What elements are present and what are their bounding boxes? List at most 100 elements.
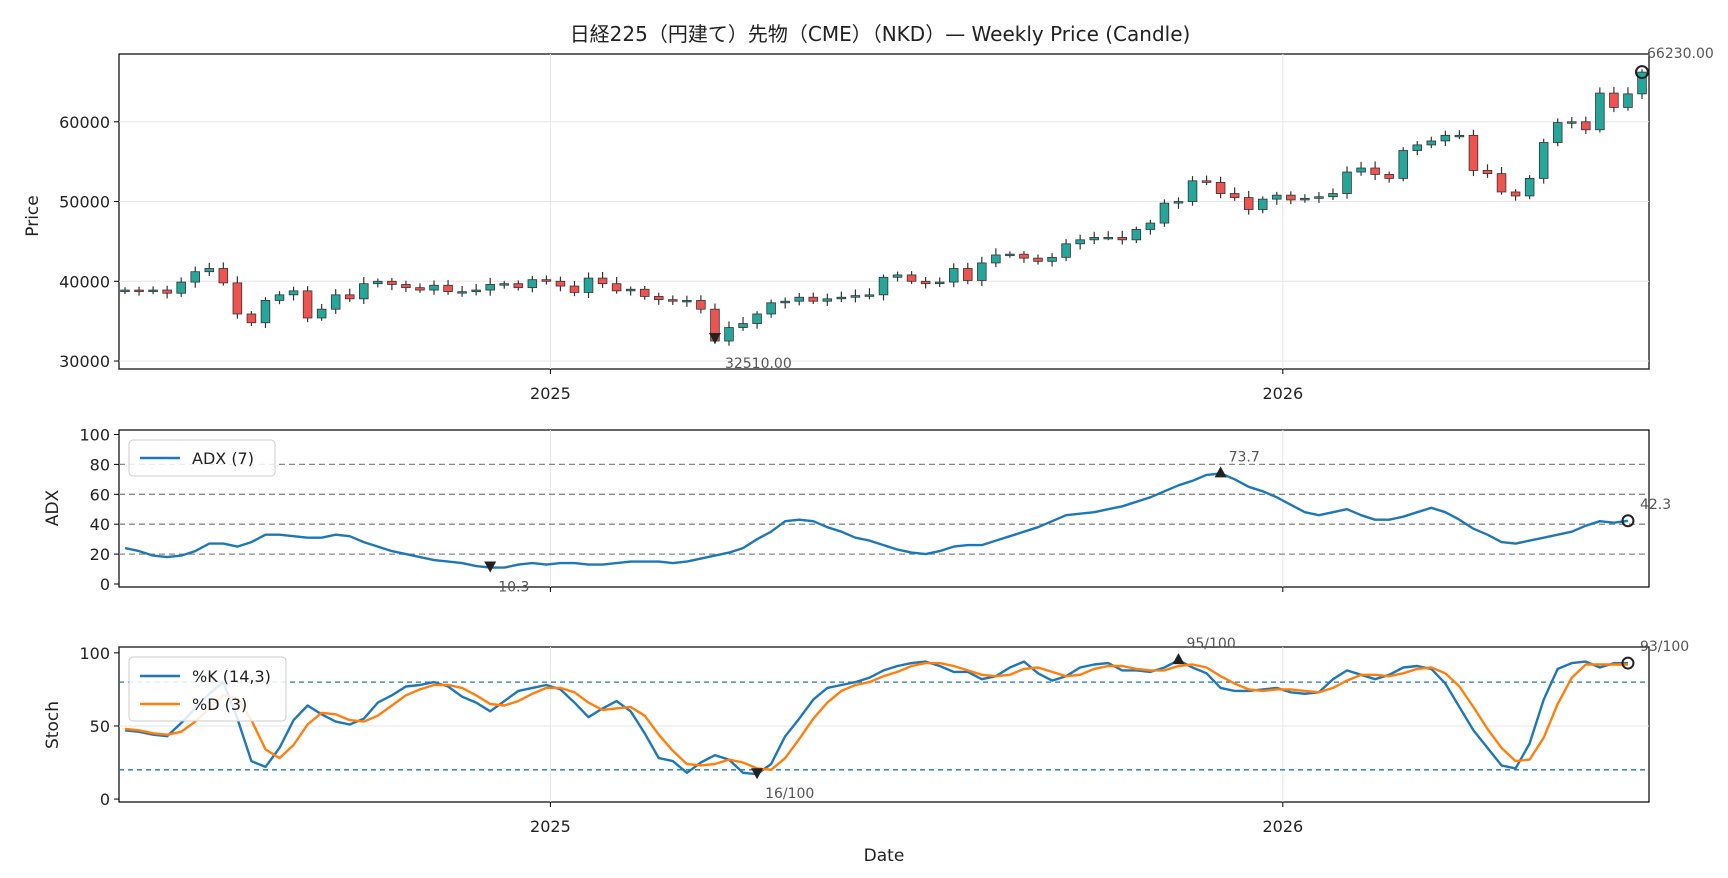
- price-gridlines: [119, 54, 1649, 374]
- price-ytick-60000: 60000: [59, 113, 110, 132]
- price-plot-frame: [118, 53, 1650, 370]
- candle-body: [752, 313, 762, 324]
- adx-max-marker: [1214, 466, 1227, 478]
- candle-body: [836, 296, 847, 300]
- candle-body: [148, 289, 158, 292]
- candle-body: [724, 327, 734, 342]
- adx-last-marker: [1621, 514, 1635, 528]
- candle-body: [1089, 237, 1099, 241]
- candle-body: [359, 283, 369, 300]
- adx-annotations: 73.7 10.3 42.3: [484, 449, 1671, 596]
- stoch-legend: %K (14,3) %D (3): [128, 656, 287, 722]
- adx-ylabel: ADX: [43, 489, 63, 526]
- candle-body: [780, 300, 790, 304]
- stoch-min-marker: [751, 768, 764, 780]
- stoch-xtick-2025: 2025: [530, 817, 571, 836]
- price-ylabel: Price: [23, 195, 43, 236]
- candle-body: [471, 289, 481, 293]
- candle-body: [1061, 243, 1071, 258]
- candle-body: [1482, 170, 1493, 175]
- stoch-last-label: 93/100: [1640, 639, 1689, 655]
- candle-body: [1159, 202, 1170, 224]
- price-low-label: 32510.00: [725, 356, 792, 372]
- stoch-lines: [124, 659, 1628, 776]
- adx-tick-labels: 0 20 40 60 80 100: [79, 425, 119, 594]
- candle-body: [387, 280, 397, 285]
- price-xtick-2026: 2026: [1262, 384, 1303, 403]
- candle-body: [1595, 92, 1605, 131]
- candle-body: [429, 284, 439, 291]
- candle-body: [822, 298, 833, 302]
- stoch-ytick-50: 50: [90, 717, 110, 736]
- candle-body: [499, 283, 510, 286]
- stoch-ylabel: Stoch: [43, 701, 63, 749]
- candle-body: [1496, 173, 1507, 193]
- stoch-series-line-2: [124, 661, 1628, 771]
- candle-body: [190, 271, 200, 283]
- candle-body: [850, 295, 861, 298]
- adx-legend-box: [128, 439, 276, 477]
- price-ytick-40000: 40000: [59, 272, 110, 291]
- candle-body: [977, 262, 987, 281]
- stoch-xlabel: Date: [864, 846, 905, 866]
- candle-body: [1440, 134, 1451, 142]
- stoch-max-label: 95/100: [1186, 636, 1235, 652]
- candle-body: [766, 302, 776, 315]
- adx-ytick-60: 60: [90, 485, 110, 504]
- stoch-legend-label-d: %D (3): [192, 695, 247, 714]
- candle-body: [134, 289, 144, 292]
- candle-body: [527, 279, 538, 289]
- candle-body: [1370, 167, 1380, 175]
- candle-body: [1314, 196, 1324, 199]
- stoch-series-line-1: [124, 659, 1628, 776]
- candle-body: [1201, 180, 1212, 183]
- price-last-label: 66230.00: [1647, 46, 1714, 62]
- candle-body: [1454, 134, 1465, 138]
- candle-body: [569, 285, 580, 293]
- candle-body: [302, 290, 313, 319]
- candle-body: [1581, 121, 1591, 131]
- stoch-min-label: 16/100: [765, 786, 814, 802]
- candle-body: [120, 289, 130, 292]
- stoch-ytick-0: 0: [100, 790, 110, 809]
- adx-ytick-0: 0: [100, 575, 110, 594]
- stoch-gridlines: [119, 647, 1649, 807]
- candle-body: [401, 284, 411, 289]
- stoch-xtick-2026: 2026: [1262, 817, 1303, 836]
- price-annotations: 32510.00 66230.00: [708, 46, 1714, 372]
- price-candles: [120, 69, 1647, 346]
- candle-body: [1215, 181, 1226, 194]
- candle-body: [1243, 197, 1254, 210]
- candle-body: [1468, 134, 1479, 171]
- candle-body: [1033, 257, 1043, 262]
- adx-ytick-100: 100: [79, 425, 110, 444]
- candle-body: [1567, 121, 1577, 124]
- candle-body: [1356, 167, 1366, 173]
- candle-body: [513, 283, 524, 289]
- candle-body: [1075, 239, 1085, 245]
- candle-body: [415, 287, 425, 291]
- candle-body: [906, 274, 917, 282]
- price-panel: 2025 2026 30000 40000 50000 60000 32510.00 662…: [23, 46, 1714, 403]
- adx-ytick-80: 80: [90, 455, 110, 474]
- candle-body: [696, 300, 706, 310]
- candle-body: [344, 294, 355, 300]
- price-ytick-50000: 50000: [59, 193, 110, 212]
- candle-body: [555, 280, 566, 287]
- candle-body: [1229, 193, 1240, 198]
- candle-body: [1131, 229, 1142, 241]
- candle-body: [260, 300, 271, 324]
- candle-body: [232, 282, 243, 315]
- candle-body: [274, 294, 285, 301]
- stoch-ytick-100: 100: [79, 644, 110, 663]
- candle-body: [878, 276, 889, 296]
- adx-max-label: 73.7: [1229, 449, 1260, 465]
- candle-body: [1145, 222, 1156, 230]
- candle-body: [1524, 178, 1535, 197]
- candle-body: [1005, 253, 1015, 257]
- stoch-annotations: 95/100 16/100 93/100: [751, 636, 1689, 802]
- candle-body: [1538, 142, 1549, 179]
- adx-last-label: 42.3: [1640, 497, 1671, 513]
